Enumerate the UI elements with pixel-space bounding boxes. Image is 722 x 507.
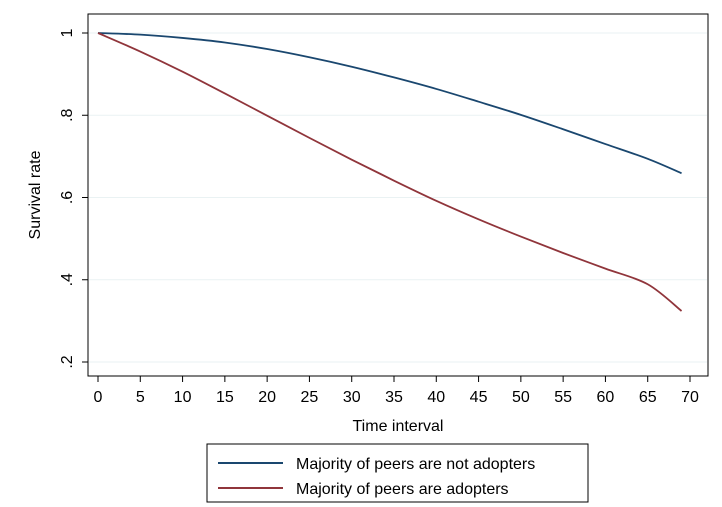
y-tick-label: .6 bbox=[59, 191, 76, 204]
x-tick-label: 65 bbox=[639, 389, 657, 406]
x-tick-label: 50 bbox=[512, 389, 530, 406]
x-tick-label: 40 bbox=[427, 389, 445, 406]
y-tick-label: 1 bbox=[59, 28, 76, 37]
x-axis-label: Time interval bbox=[353, 418, 444, 435]
plot-frame bbox=[87, 13, 709, 377]
legend-label-adopters: Majority of peers are adopters bbox=[296, 481, 509, 498]
legend: Majority of peers are not adopters Major… bbox=[206, 443, 589, 503]
x-tick-label: 45 bbox=[470, 389, 488, 406]
legend-label-not-adopters: Majority of peers are not adopters bbox=[296, 456, 535, 473]
series-layer bbox=[97, 32, 683, 312]
grid-layer bbox=[89, 32, 707, 363]
x-tick-label: 70 bbox=[681, 389, 699, 406]
axes-layer: .2.4.6.810 5 10 15 20 25 30 35 40 45 50 55 60 65 70 bbox=[59, 28, 699, 406]
x-tick-label: 25 bbox=[301, 389, 319, 406]
x-tick-label: 0 bbox=[94, 389, 103, 406]
x-tick-label: 5 bbox=[136, 389, 145, 406]
x-tick-label: 20 bbox=[258, 389, 276, 406]
x-tick-label: 60 bbox=[597, 389, 615, 406]
x-tick-label: 30 bbox=[343, 389, 361, 406]
x-tick-label: 10 bbox=[174, 389, 192, 406]
x-tick-label: 15 bbox=[216, 389, 234, 406]
x-tick-label: 55 bbox=[554, 389, 572, 406]
y-tick-label: .8 bbox=[59, 108, 76, 121]
series-line-adopters bbox=[97, 32, 683, 312]
x-tick-label: 35 bbox=[385, 389, 403, 406]
y-axis-label: Survival rate bbox=[27, 150, 44, 239]
y-tick-label: .2 bbox=[59, 355, 76, 368]
y-tick-label: .4 bbox=[59, 273, 76, 286]
series-line-not-adopters bbox=[97, 32, 682, 175]
legend-box bbox=[206, 443, 589, 503]
